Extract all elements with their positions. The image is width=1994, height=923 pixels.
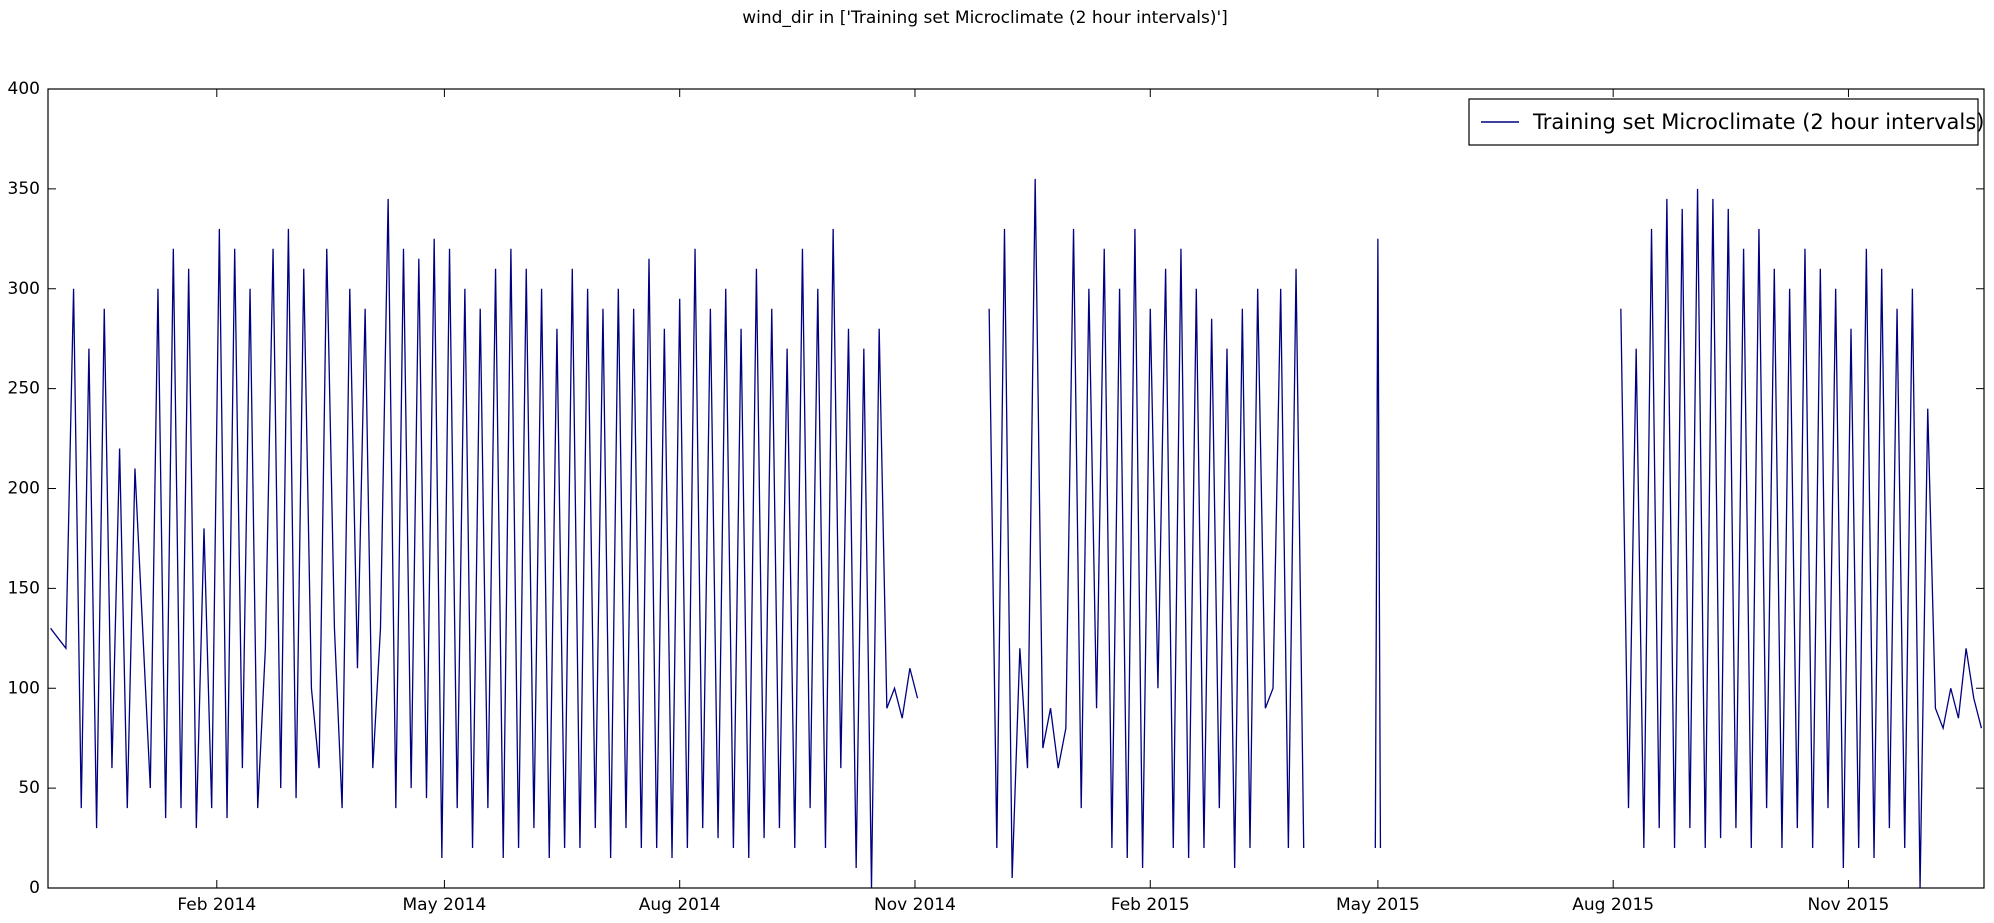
y-tick-label: 50 — [18, 778, 40, 798]
y-tick-label: 150 — [8, 578, 40, 598]
legend: Training set Microclimate (2 hour interv… — [1468, 98, 1984, 146]
legend-box — [1468, 98, 1979, 146]
x-tick-label: May 2015 — [1336, 895, 1420, 915]
chart-title: wind_dir in ['Training set Microclimate … — [742, 8, 1228, 28]
legend-label: Training set Microclimate (2 hour interv… — [1532, 110, 1984, 134]
y-tick-label: 250 — [8, 379, 40, 399]
y-tick-label: 350 — [8, 179, 40, 199]
y-tick-label: 0 — [29, 878, 40, 898]
x-tick-label: Feb 2015 — [1111, 895, 1190, 915]
series-line — [50, 178, 1983, 889]
x-tick-label: Feb 2014 — [177, 895, 256, 915]
y-tick-label: 300 — [8, 279, 40, 299]
x-tick-label: May 2014 — [402, 895, 486, 915]
plot-frame — [47, 88, 1985, 889]
x-tick-label: Nov 2015 — [1808, 895, 1890, 915]
x-tick-label: Aug 2014 — [639, 895, 721, 915]
x-tick-label: Aug 2015 — [1572, 895, 1654, 915]
y-tick-label: 400 — [8, 79, 40, 99]
y-tick-label: 100 — [8, 678, 40, 698]
x-tick-label: Nov 2014 — [874, 895, 956, 915]
y-tick-label: 200 — [8, 479, 40, 499]
